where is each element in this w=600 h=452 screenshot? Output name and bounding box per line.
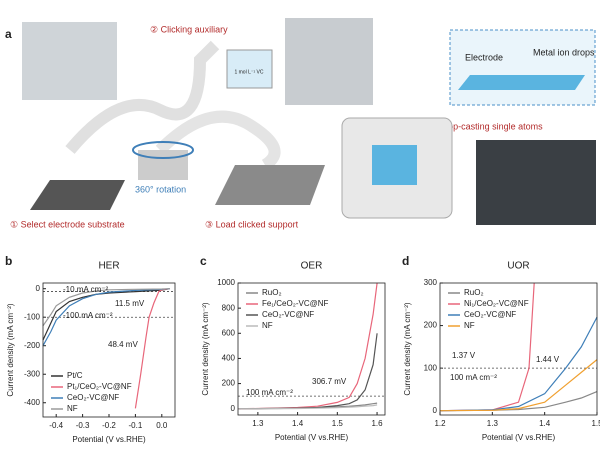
beaker <box>226 49 273 89</box>
x-tick-label: 1.4 <box>292 419 304 428</box>
chart-title: OER <box>301 261 323 272</box>
x-tick-label: 1.3 <box>252 419 264 428</box>
series-line <box>42 288 170 327</box>
series-line <box>42 288 170 346</box>
annotation: 100 mA cm⁻² <box>246 388 293 397</box>
y-axis-label: Current density (mA cm⁻²) <box>403 302 412 395</box>
series-line <box>439 359 598 412</box>
y-tick-label: 300 <box>424 278 438 287</box>
photo <box>476 140 596 225</box>
plot-frame <box>42 282 176 418</box>
annotation: -10 mA cm⁻² <box>63 285 108 294</box>
rotation-arrow <box>132 141 194 159</box>
y-tick-label: -200 <box>24 341 41 350</box>
rotation-stage <box>138 150 188 180</box>
legend-label: RuO₂ <box>464 288 484 297</box>
y-tick-label: -100 <box>24 312 41 321</box>
step-label: ① Select electrode substrate <box>10 219 125 229</box>
legend-label: CeO₂-VC@NF <box>67 393 119 402</box>
y-axis-label: Current density (mA cm⁻²) <box>6 303 15 396</box>
inset-label: Electrode <box>465 52 503 62</box>
x-axis-label: Potential (V vs.RHE) <box>482 433 556 442</box>
x-tick-label: 1.2 <box>434 419 446 428</box>
annotation: 1.44 V <box>536 355 560 364</box>
x-axis-label: Potential (V vs.RHE) <box>275 433 349 442</box>
legend-label: RuO₂ <box>262 288 282 297</box>
electrode <box>458 75 585 90</box>
y-tick-label: -300 <box>24 369 41 378</box>
inset <box>449 29 596 106</box>
legend-label: Pt₁/CeO₂-VC@NF <box>67 382 132 391</box>
legend-label: NF <box>67 404 78 413</box>
annotation: 48.4 mV <box>108 340 138 349</box>
y-tick-label: 100 <box>424 363 438 372</box>
x-tick-label: -0.4 <box>49 421 63 430</box>
series-line <box>237 333 378 410</box>
series-line <box>134 288 170 409</box>
y-axis-label: Current density (mA cm⁻²) <box>201 302 210 395</box>
series-line <box>439 316 598 412</box>
y-tick-label: 600 <box>222 328 236 337</box>
robot-arm <box>155 110 281 171</box>
panel-label: d <box>402 254 409 268</box>
robot-arm <box>65 40 220 154</box>
legend-label: NF <box>262 321 273 330</box>
annotation: -100 mA cm⁻² <box>63 311 113 320</box>
legend-label: Pt/C <box>67 371 83 380</box>
annotation: 100 mA cm⁻² <box>450 373 497 382</box>
x-tick-label: 1.4 <box>539 419 551 428</box>
step-label: ③ Load clicked support <box>205 219 299 229</box>
legend-label: Fe₁/CeO₂-VC@NF <box>262 299 328 308</box>
y-tick-label: 0 <box>231 404 236 413</box>
x-tick-label: 1.3 <box>487 419 499 428</box>
x-axis-label: Potential (V vs.RHE) <box>72 435 146 444</box>
x-tick-label: -0.1 <box>129 421 143 430</box>
y-tick-label: 800 <box>222 303 236 312</box>
legend-label: Ni₁/CeO₂-VC@NF <box>464 299 529 308</box>
panel-label: b <box>5 254 12 268</box>
y-tick-label: 0 <box>433 406 438 415</box>
annotation: 11.5 mV <box>115 299 145 308</box>
plot-frame <box>439 282 598 416</box>
inset-label: Metal ion drops <box>533 47 595 57</box>
y-tick-label: 200 <box>222 379 236 388</box>
y-tick-label: 400 <box>222 354 236 363</box>
x-tick-label: 0.0 <box>156 421 168 430</box>
x-tick-label: 1.5 <box>332 419 344 428</box>
legend-label: NF <box>464 321 475 330</box>
series-line <box>238 404 378 410</box>
printer-head <box>372 145 417 185</box>
chart-title: UOR <box>507 261 529 272</box>
x-tick-label: 1.5 <box>591 419 600 428</box>
y-tick-label: 1000 <box>217 278 235 287</box>
substrate-grid <box>30 180 125 210</box>
x-tick-label: -0.3 <box>76 421 90 430</box>
beaker-label: 1 mol L⁻¹ VC <box>234 69 263 75</box>
chart-title: HER <box>98 261 119 272</box>
support-plate <box>215 165 325 205</box>
rotation-label: 360° rotation <box>135 184 186 194</box>
y-tick-label: 0 <box>36 284 41 293</box>
step-label: ④ Drop-casting single atoms <box>428 121 543 131</box>
step-label: ② Clicking auxiliary <box>150 24 228 34</box>
plot-frame <box>237 282 386 416</box>
panel-label: c <box>200 254 207 268</box>
x-tick-label: 1.6 <box>371 419 383 428</box>
photo <box>285 18 373 105</box>
legend-label: CeO₂-VC@NF <box>262 310 314 319</box>
series-line <box>42 288 170 341</box>
y-tick-label: -400 <box>24 398 41 407</box>
photo <box>22 22 117 100</box>
x-tick-label: -0.2 <box>102 421 116 430</box>
legend-label: CeO₂-VC@NF <box>464 310 516 319</box>
annotation: 1.37 V <box>452 351 476 360</box>
annotation: 306.7 mV <box>312 377 347 386</box>
panel-label: a <box>5 27 12 41</box>
y-tick-label: 200 <box>424 321 438 330</box>
